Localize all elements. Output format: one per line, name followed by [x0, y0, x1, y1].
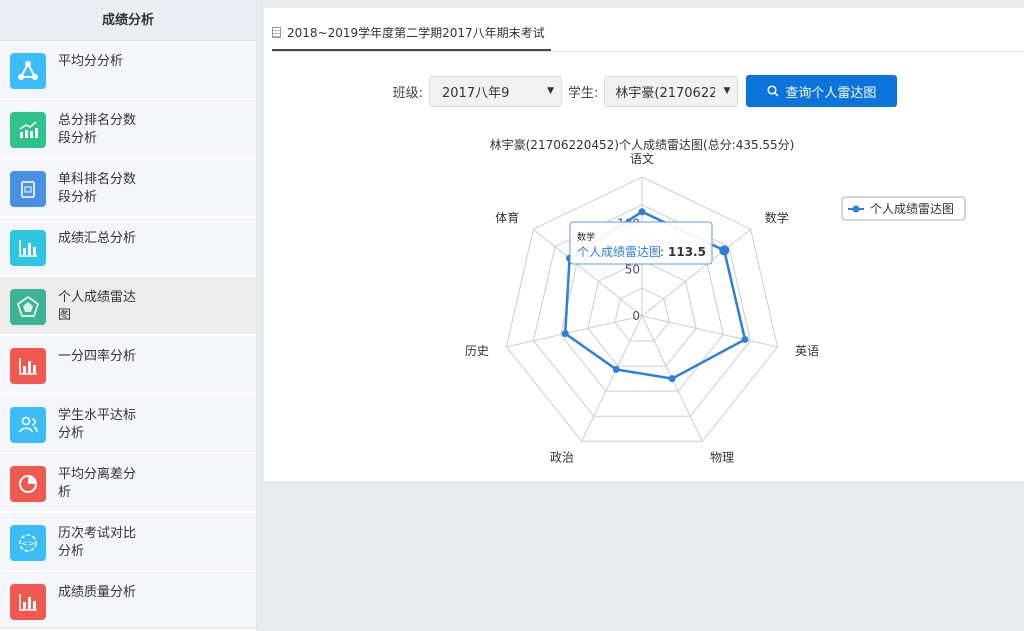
class-label: 班级:	[392, 85, 423, 101]
radial-tick-label: 50	[625, 263, 640, 277]
sidebar-item[interactable]: 总分排名分数段分析	[0, 100, 256, 159]
caret-down-icon: ▼	[723, 86, 731, 96]
indicator-label: 历史	[465, 344, 489, 358]
student-label: 学生:	[568, 85, 599, 101]
bar-chart-icon	[10, 230, 46, 266]
main-panel: 2018~2019学年度第二学期2017八年期末考试 班级: 2017八年9 ▼…	[264, 8, 1024, 481]
class-value: 2017八年9	[442, 85, 510, 101]
indicator-label: 数学	[765, 210, 789, 225]
tooltip-value: 113.5	[668, 245, 706, 259]
sidebar-item-label: 总分排名分数段分析	[58, 113, 137, 146]
bar-chart-icon	[10, 584, 46, 620]
sidebar-item[interactable]: 一分四率分析	[0, 336, 256, 395]
tooltip-box	[569, 221, 713, 265]
radar-axis	[641, 228, 751, 317]
search-icon	[767, 85, 779, 97]
radial-tick-label: 0	[632, 309, 640, 323]
radar-axis	[533, 228, 643, 317]
tab-divider	[272, 51, 1024, 52]
indicator-label: 语文	[630, 151, 654, 166]
chart-title: 林宇豪(21706220452)个人成绩雷达图(总分:435.55分)	[490, 137, 795, 152]
radar-ring	[533, 204, 751, 417]
series-line	[563, 210, 747, 380]
legend-marker-icon	[852, 205, 860, 213]
sidebar: 成绩分析 平均分分析总分排名分数段分析 单科排名分数段分析成绩汇总分析个人成绩雷达…	[0, 0, 257, 631]
triangle-nodes-icon	[10, 53, 46, 89]
indicator-label: 物理	[710, 450, 734, 464]
data-point	[668, 375, 676, 383]
data-point	[741, 336, 749, 344]
legend-label: 个人成绩雷达图	[870, 202, 954, 216]
data-point	[638, 208, 646, 216]
sidebar-item[interactable]: 平均分分析	[0, 41, 256, 100]
sidebar-item[interactable]: 平均分离差分析	[0, 454, 256, 513]
document-icon	[272, 27, 281, 38]
radar-axis	[641, 315, 778, 348]
sidebar-item-label: 一分四率分析	[58, 349, 137, 364]
tooltip-series: 个人成绩雷达图	[577, 245, 661, 259]
sidebar-item[interactable]: 个人成绩雷达图	[0, 277, 256, 336]
compare-icon: <>	[10, 525, 46, 561]
sidebar-item-label: 成绩汇总分析	[58, 231, 137, 246]
radar-axis	[581, 315, 643, 442]
radar-axis	[506, 315, 643, 348]
legend-box	[841, 196, 966, 221]
tab-label: 2018~2019学年度第二学期2017八年期末考试	[287, 26, 545, 40]
legend-item[interactable]: 个人成绩雷达图	[841, 196, 966, 221]
sidebar-item[interactable]: 成绩汇总分析	[0, 218, 256, 277]
indicator-label: 体育	[495, 210, 519, 225]
sidebar-item-label: 历次考试对比分析	[58, 526, 137, 559]
radar-ring	[505, 176, 779, 442]
data-point	[612, 365, 620, 373]
sidebar-item[interactable]: 成绩质量分析	[0, 572, 256, 631]
radar-icon	[10, 289, 46, 325]
radar-chart: 林宇豪(21706220452)个人成绩雷达图(总分:435.55分)语文数学英…	[465, 137, 966, 464]
class-select[interactable]: 2017八年9 ▼	[429, 75, 562, 107]
svg-text:<>: <>	[21, 539, 34, 548]
sidebar-item-label: 学生水平达标分析	[58, 408, 137, 441]
sidebar-title: 成绩分析	[0, 0, 256, 41]
data-point	[561, 330, 569, 338]
radar-ring	[587, 259, 697, 367]
radar-ring	[614, 287, 670, 342]
student-value: 林宇豪(21706220452)	[615, 85, 715, 101]
student-select[interactable]: 林宇豪(21706220452) ▼	[604, 75, 739, 107]
sidebar-item[interactable]: <> 历次考试对比分析	[0, 513, 256, 572]
query-button-label: 查询个人雷达图	[785, 85, 877, 101]
sidebar-item-label: 平均分分析	[58, 54, 124, 69]
sidebar-item-label: 成绩质量分析	[58, 585, 137, 600]
sidebar-item[interactable]: 学生水平达标分析	[0, 395, 256, 454]
sidebar-item-label: 平均分离差分析	[58, 467, 137, 500]
bar-chart-icon	[10, 348, 46, 384]
caret-down-icon: ▼	[547, 86, 554, 96]
tooltip-category: 数学	[577, 231, 595, 243]
indicator-label: 英语	[795, 344, 819, 358]
sidebar-item-label: 单科排名分数段分析	[58, 172, 137, 205]
users-icon	[10, 407, 46, 443]
book-icon	[10, 171, 46, 207]
sidebar-item[interactable]: 单科排名分数段分析	[0, 159, 256, 218]
trend-bars-icon	[10, 112, 46, 148]
tab-exam[interactable]: 2018~2019学年度第二学期2017八年期末考试	[272, 24, 551, 51]
sidebar-item-label: 个人成绩雷达图	[58, 290, 137, 323]
query-radar-button[interactable]: 查询个人雷达图	[746, 75, 898, 107]
indicator-label: 政治	[550, 450, 574, 464]
data-point	[719, 245, 730, 256]
radar-ring	[560, 232, 724, 392]
pie-icon	[10, 466, 46, 502]
tooltip-colon: :	[660, 245, 664, 259]
